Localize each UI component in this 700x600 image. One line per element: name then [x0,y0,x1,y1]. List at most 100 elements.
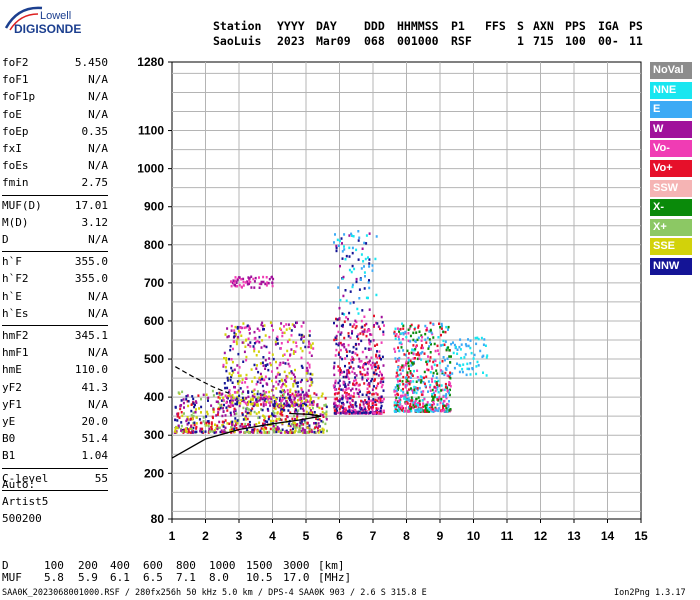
echo-point [264,431,267,434]
echo-point [486,354,489,357]
echo-point [427,360,430,363]
header-value: 715 [533,34,554,48]
echo-point [295,408,297,412]
echo-point [271,353,274,356]
echo-point [444,371,447,375]
echo-point [174,430,176,433]
echo-point [177,412,180,415]
echo-point [232,396,235,400]
echo-point [396,403,399,407]
echo-point [308,430,311,433]
echo-point [255,354,258,357]
echo-point [349,290,352,293]
echo-point [356,307,359,311]
echo-point [335,388,338,391]
echo-point [452,351,455,355]
echo-point [226,396,229,399]
echo-point [238,401,241,405]
echo-point [394,389,397,393]
echo-point [436,383,439,386]
echo-point [261,408,264,412]
echo-point [181,390,184,394]
echo-point [275,417,278,421]
echo-point [347,369,350,372]
echo-point [394,357,397,360]
table-cell: 6.5 [143,571,163,584]
echo-point [344,258,347,261]
echo-point [305,372,308,375]
echo-point [308,424,311,427]
echo-point [334,336,337,339]
parameter-name: h`F2 [2,272,29,286]
echo-point [249,400,252,404]
echo-point [253,410,256,414]
echo-point [340,405,343,408]
echo-point [225,401,228,404]
echo-point [368,360,371,364]
echo-point [235,426,238,430]
echo-point [436,364,439,367]
echo-point [468,367,471,371]
echo-point [300,422,303,425]
echo-point [428,410,431,413]
echo-point [278,417,281,420]
echo-point [231,423,234,427]
echo-point [234,398,237,402]
table-row-label: MUF [2,571,22,584]
echo-point [402,324,405,327]
echo-point [409,387,412,390]
echo-point [289,396,291,399]
echo-point [282,382,285,386]
echo-point [221,424,224,427]
echo-point [341,277,344,280]
echo-point [287,392,290,395]
echo-point [435,386,437,390]
echo-point [233,385,235,389]
echo-point [233,340,236,343]
echo-point [444,386,447,389]
echo-point [417,326,420,329]
header-value: 2023 [277,34,305,48]
echo-point [298,393,301,397]
echo-point [419,375,422,378]
echo-point [352,406,355,409]
echo-point [433,385,436,389]
echo-point [402,349,405,352]
echo-point [446,407,449,410]
echo-point [219,397,221,400]
echo-point [229,348,232,352]
echo-point [226,409,229,412]
echo-point [354,401,357,404]
echo-point [202,416,205,419]
echo-point [406,349,409,353]
echo-point [272,410,275,413]
echo-point [343,245,345,248]
echo-point [427,355,429,358]
echo-point [360,339,363,343]
echo-point [410,351,413,355]
echo-point [272,419,275,423]
echo-point [429,389,432,392]
echo-point [381,374,383,377]
echo-point [186,416,189,419]
echo-point [361,330,364,333]
echo-point [230,403,233,406]
echo-point [253,376,256,379]
echo-point [205,415,208,418]
echo-point [446,402,449,406]
echo-point [368,381,370,385]
echo-point [347,410,349,413]
echo-point [338,317,341,320]
echo-point [260,280,263,284]
echo-point [374,363,376,366]
echo-point [355,320,358,324]
echo-point [277,428,280,431]
echo-point [370,333,373,336]
echo-point [193,405,196,409]
echo-point [187,431,190,434]
echo-point [436,385,439,389]
echo-point [225,369,228,373]
echo-point [273,431,276,434]
echo-point [284,418,287,421]
echo-point [191,395,194,398]
